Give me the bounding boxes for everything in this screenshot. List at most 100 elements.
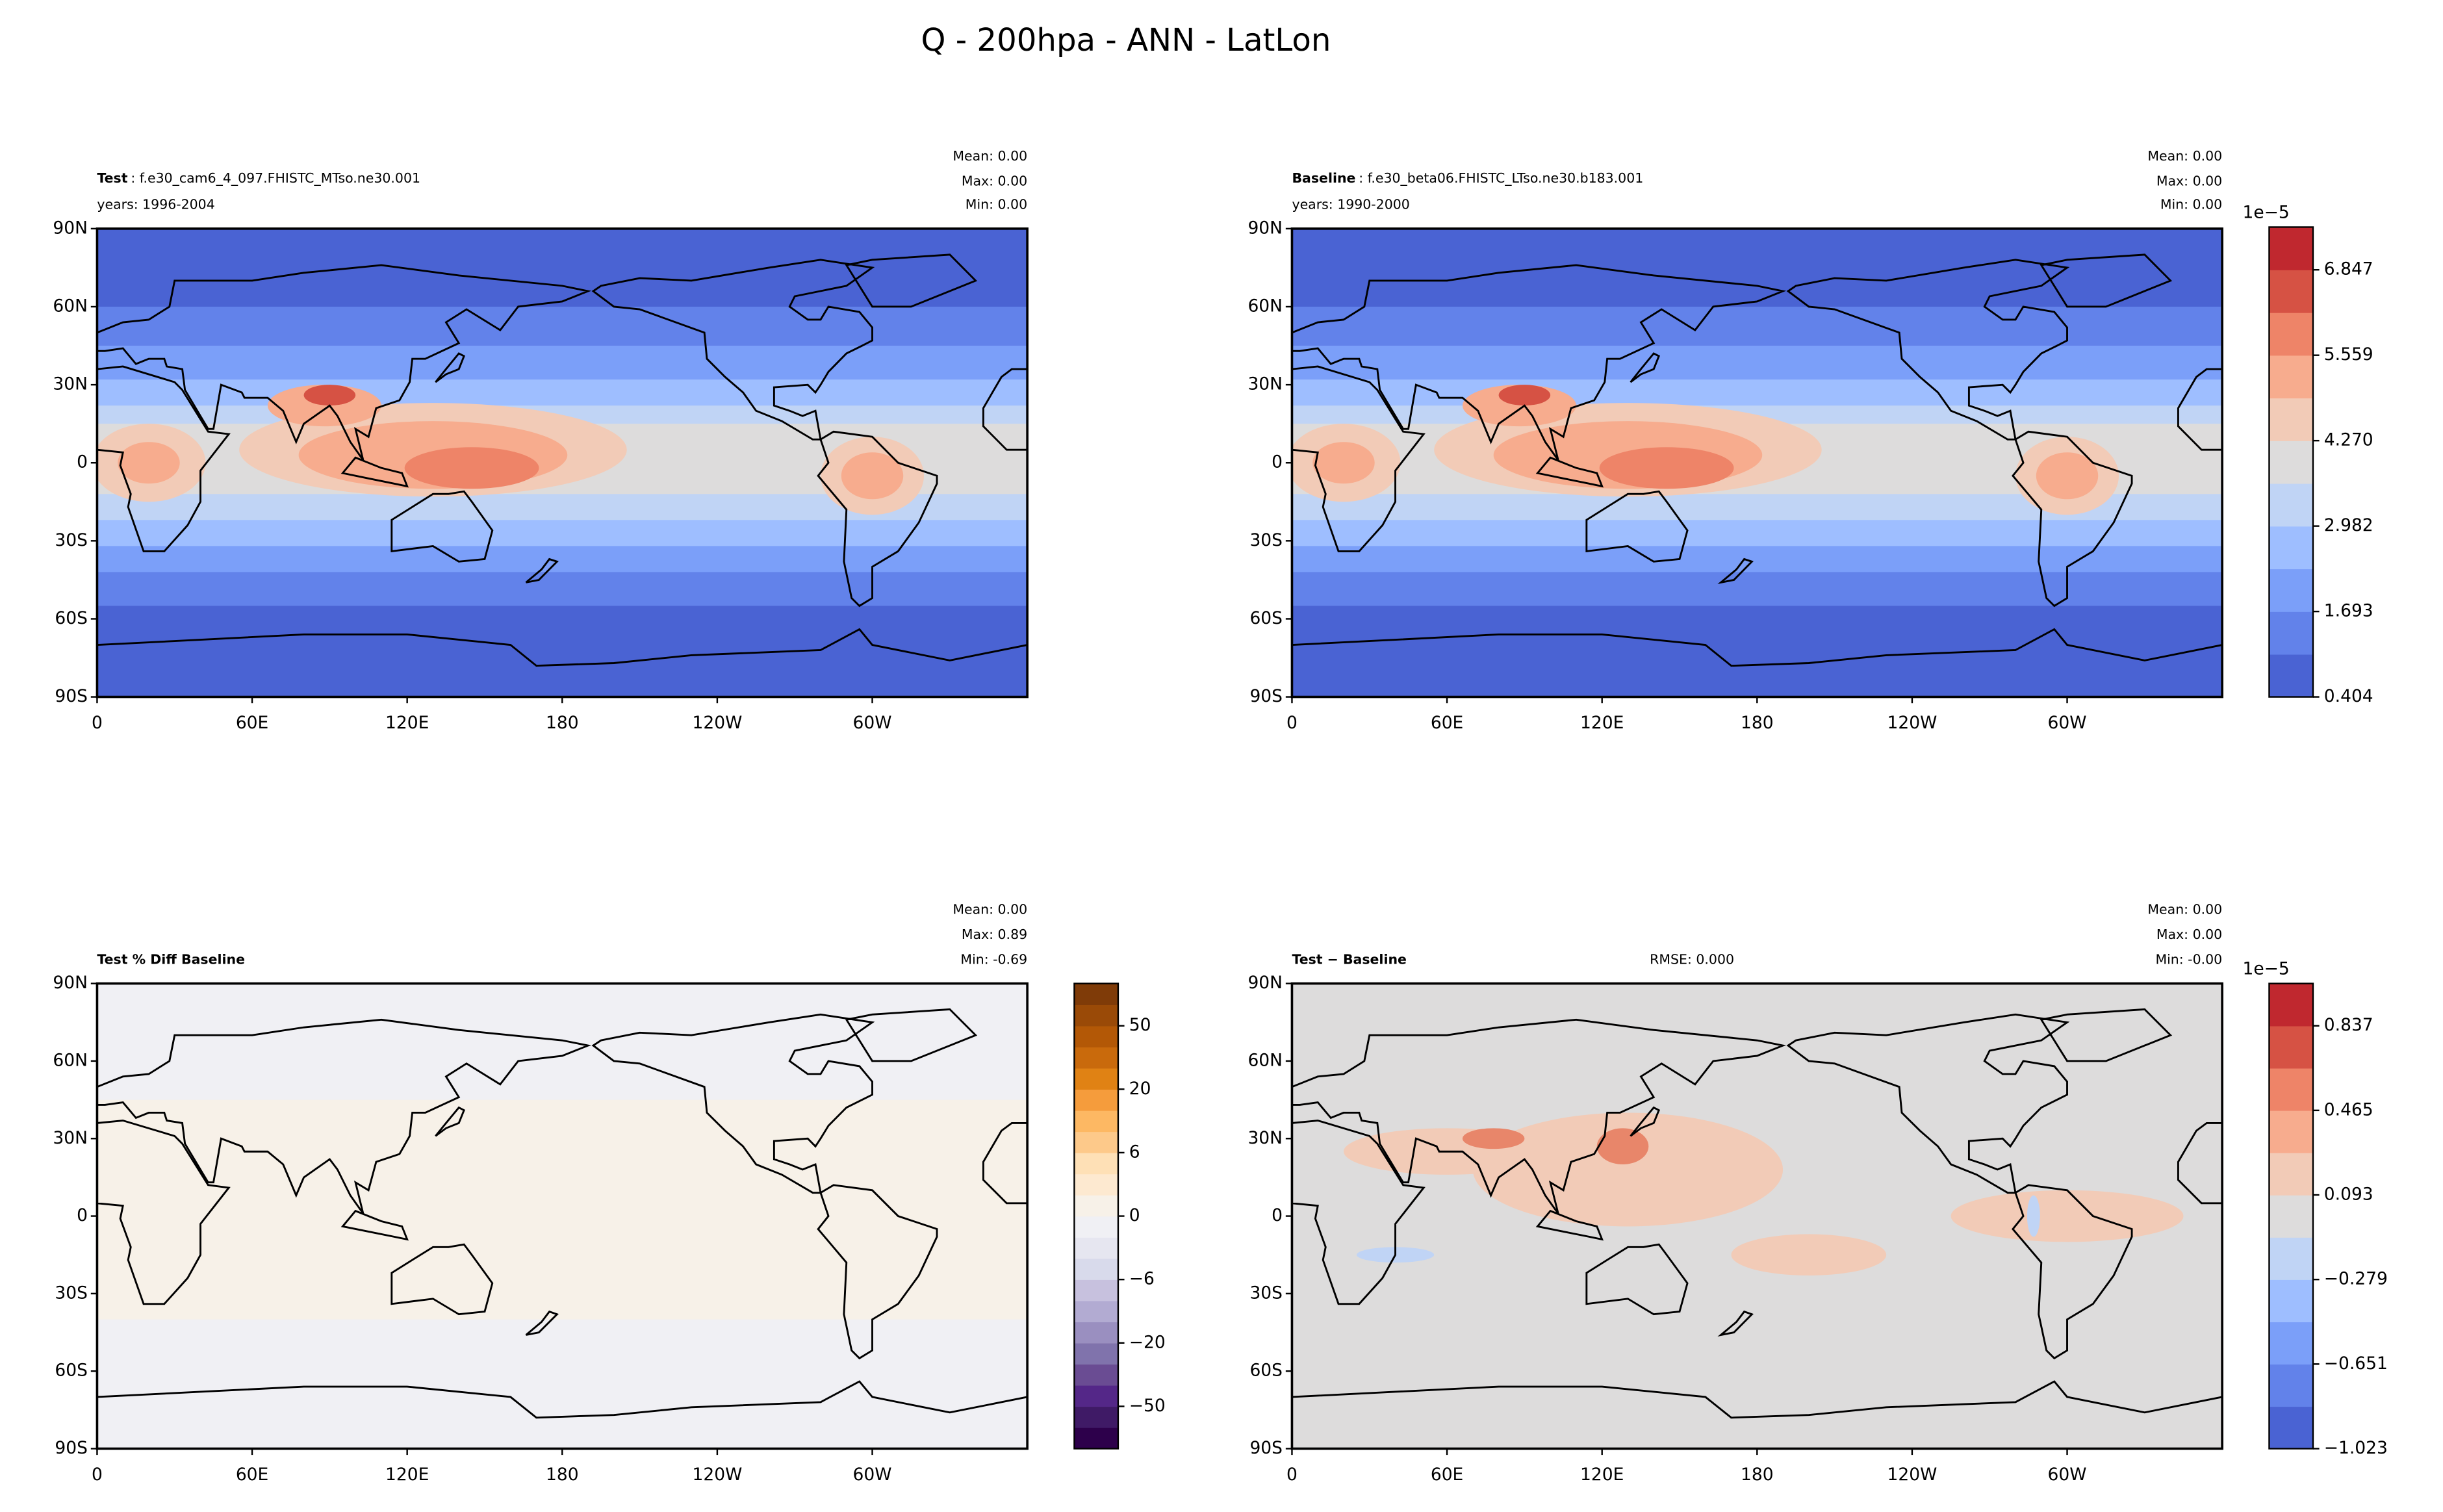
x-tick-label: 0 <box>1286 713 1298 733</box>
colorbar-band <box>2269 1025 2313 1069</box>
field-band <box>97 983 1028 1101</box>
colorbar-band <box>1074 1300 1118 1322</box>
field-band <box>1292 307 2223 347</box>
colorbar-band <box>1074 1173 1118 1196</box>
field-band <box>97 1099 1028 1320</box>
colorbar-band <box>1074 1068 1118 1090</box>
colorbar-tick-label: −50 <box>1129 1396 1166 1416</box>
x-tick-label: 60E <box>236 713 268 733</box>
colorbar-frame <box>2268 226 2314 698</box>
field-blob <box>1472 1112 1784 1227</box>
field-band <box>97 346 1028 381</box>
label-name: Test <box>97 170 127 186</box>
years: years: 1996-2004 <box>97 197 214 212</box>
stat-text: Mean: 0.00 <box>953 148 1027 164</box>
x-tick-label: 180 <box>1741 1465 1774 1485</box>
colorbar-band <box>2269 312 2313 356</box>
colorbar-band <box>2269 483 2313 527</box>
y-tick-label: 60N <box>53 1050 88 1070</box>
colorbar-band <box>2269 611 2313 655</box>
field-blob <box>2036 452 2099 500</box>
y-tick-label: 90S <box>55 1438 88 1458</box>
x-tick-label: 60W <box>853 1465 892 1485</box>
colorbar-band <box>2269 1364 2313 1407</box>
colorbar-tick-label: −0.279 <box>2324 1269 2388 1289</box>
colorbar-band <box>1074 1279 1118 1301</box>
stat-text: Max: 0.00 <box>2156 173 2222 189</box>
colorbar-tick-label: 1.693 <box>2324 601 2373 621</box>
x-tick-label: 60E <box>1431 713 1463 733</box>
colorbar-band <box>2269 355 2313 399</box>
y-tick-label: 90N <box>53 973 88 993</box>
field-band <box>97 606 1028 697</box>
colorbar-tick-label: 0.404 <box>2324 686 2373 706</box>
colorbar-band <box>2269 1237 2313 1280</box>
y-tick-label: 30S <box>55 1283 88 1303</box>
stat-text: Mean: 0.00 <box>2147 901 2222 917</box>
field-blob <box>1462 1128 1525 1149</box>
colorbar-tick-label: −20 <box>1129 1332 1166 1352</box>
colorbar-band <box>1074 1322 1118 1344</box>
field-band <box>97 520 1028 547</box>
field-band <box>1292 572 2223 607</box>
y-tick-label: 90S <box>55 686 88 706</box>
field-band <box>97 572 1028 607</box>
coastline <box>1292 1008 2223 1419</box>
field-band <box>97 1319 1028 1449</box>
colorbar-tick-label: 20 <box>1129 1079 1151 1099</box>
colorbar-band <box>2269 1195 2313 1238</box>
x-tick-label: 120W <box>1887 1465 1938 1485</box>
x-tick-label: 180 <box>546 1465 579 1485</box>
colorbar-tick-label: 0.093 <box>2324 1185 2373 1205</box>
stat-text: Min: 0.00 <box>966 197 1027 212</box>
map-field <box>97 983 1028 1449</box>
colorbar-band <box>2269 1068 2313 1111</box>
colorbar-band <box>2269 441 2313 484</box>
x-tick-label: 180 <box>1741 713 1774 733</box>
colorbar-band <box>2269 526 2313 570</box>
rmse: RMSE: 0.000 <box>1650 951 1734 967</box>
x-tick-label: 120E <box>385 713 429 733</box>
field-blob <box>1599 447 1734 489</box>
y-tick-label: 0 <box>77 452 88 472</box>
coastline <box>1292 253 2223 667</box>
colorbar-band <box>2269 227 2313 270</box>
stat-text: Max: 0.89 <box>962 927 1027 942</box>
colorbar-band <box>2269 1406 2313 1450</box>
panel-label: Test: f.e30_cam6_4_097.FHISTC_MTso.ne30.… <box>97 170 420 186</box>
map-field <box>1292 983 2223 1449</box>
panel-label: Test % Diff Baseline <box>97 951 245 967</box>
colorbar-band <box>1074 1237 1118 1259</box>
x-tick-label: 0 <box>92 713 103 733</box>
stat-text: Min: -0.00 <box>2155 951 2222 967</box>
panel-label: Baseline: f.e30_beta06.FHISTC_LTso.ne30.… <box>1292 170 1643 186</box>
y-tick-label: 60N <box>53 296 88 316</box>
label-name: Test − Baseline <box>1292 951 1406 967</box>
field-band <box>1292 606 2223 697</box>
x-tick-label: 0 <box>1286 1465 1298 1485</box>
colorbar-tick-label: −6 <box>1129 1269 1155 1289</box>
colorbar-tick-label: 0.837 <box>2324 1015 2373 1035</box>
colorbar-band <box>1074 1089 1118 1111</box>
colorbar-band <box>1074 1427 1118 1450</box>
colorbar-band <box>1074 1110 1118 1133</box>
colorbar-tick-label: 5.559 <box>2324 344 2373 365</box>
x-tick-label: 60W <box>853 713 892 733</box>
field-blob <box>303 385 356 406</box>
y-tick-label: 60S <box>55 608 88 628</box>
case-name: : f.e30_beta06.FHISTC_LTso.ne30.b183.001 <box>1359 170 1643 186</box>
label-name: Baseline <box>1292 170 1355 186</box>
colorbar-exponent: 1e−5 <box>2242 202 2289 222</box>
stat-text: Min: -0.69 <box>960 951 1027 967</box>
y-tick-label: 90N <box>1247 973 1283 993</box>
field-blob <box>841 452 904 500</box>
colorbar-band <box>1074 1364 1118 1386</box>
colorbar-band <box>1074 1342 1118 1365</box>
label-name: Test % Diff Baseline <box>97 951 245 967</box>
colorbar-band <box>2269 654 2313 698</box>
coastline <box>97 1008 1028 1419</box>
years: years: 1990-2000 <box>1292 197 1409 212</box>
colorbar-tick-label: 0 <box>1129 1205 1140 1225</box>
